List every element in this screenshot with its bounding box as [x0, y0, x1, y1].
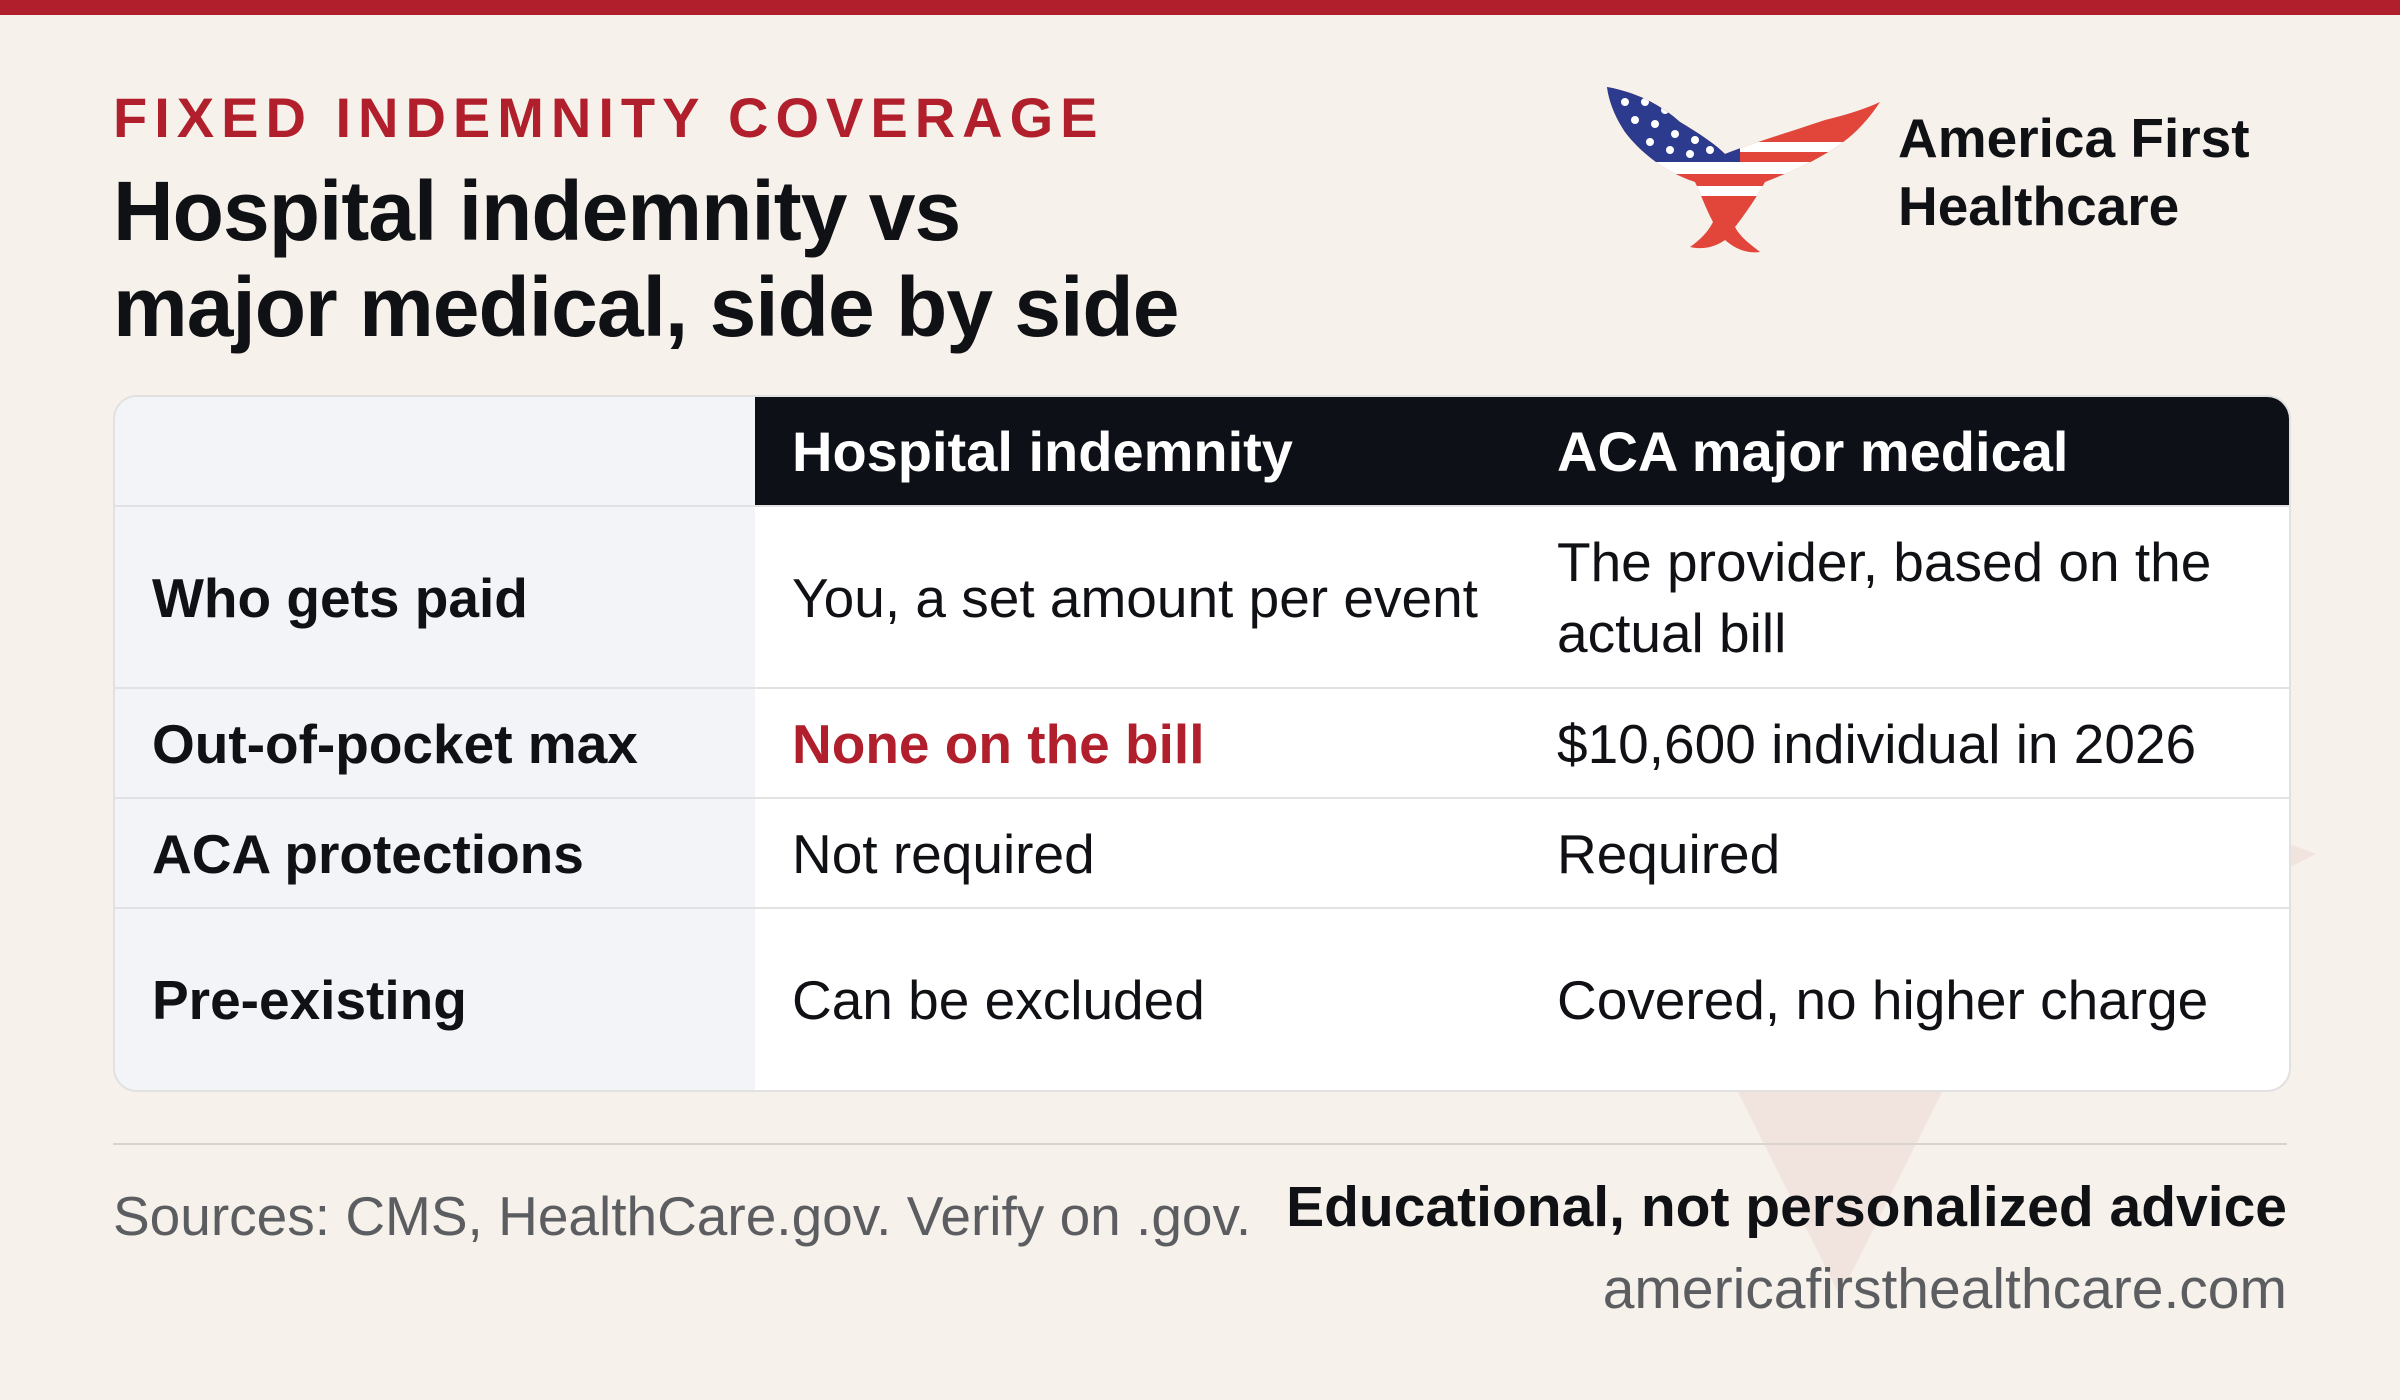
table-row: ACA protections Not required Required	[115, 797, 2289, 909]
brand-name-line-2: Healthcare	[1898, 175, 2180, 237]
aca-value: Required	[1557, 822, 1781, 885]
section-kicker: FIXED INDEMNITY COVERAGE	[113, 86, 1105, 149]
top-accent-bar	[0, 0, 2400, 15]
indemnity-cell: You, a set amount per event	[755, 507, 1520, 689]
aca-value: Covered, no higher charge	[1557, 969, 2209, 1031]
footer-divider	[113, 1143, 2287, 1145]
row-label-cell: ACA protections	[115, 799, 755, 909]
table-row: Pre-existing Can be excluded Covered, no…	[115, 907, 2289, 1090]
aca-value: $10,600 individual in 2026	[1557, 712, 2197, 775]
comparison-table: Hospital indemnity ACA major medical Who…	[113, 395, 2291, 1092]
eagle-flag-icon	[1607, 87, 1880, 253]
row-label-cell: Out-of-pocket max	[115, 689, 755, 799]
indemnity-value: You, a set amount per event	[792, 566, 1478, 629]
title-line-1: Hospital indemnity vs	[113, 164, 961, 258]
indemnity-cell: Can be excluded	[755, 909, 1520, 1090]
header-cell-empty	[115, 397, 755, 505]
header-cell-indemnity: Hospital indemnity	[755, 397, 1520, 505]
aca-cell: Covered, no higher charge	[1520, 909, 2289, 1090]
row-label: ACA protections	[152, 822, 584, 885]
aca-cell: The provider, based on the actual bill	[1520, 507, 2289, 689]
header-label-aca: ACA major medical	[1557, 419, 2069, 483]
header-cell-aca: ACA major medical	[1520, 397, 2289, 505]
website-link[interactable]: americafirsthealthcare.com	[1602, 1257, 2287, 1321]
brand-name-line-1: America First	[1898, 107, 2250, 169]
row-label-cell: Who gets paid	[115, 507, 755, 689]
header-label-indemnity: Hospital indemnity	[792, 419, 1293, 483]
indemnity-value-highlight: None on the bill	[792, 712, 1205, 775]
indemnity-cell: Not required	[755, 799, 1520, 909]
row-label: Pre-existing	[152, 969, 467, 1031]
table-header-row: Hospital indemnity ACA major medical	[115, 397, 2289, 505]
indemnity-value: Can be excluded	[792, 969, 1205, 1031]
row-label: Out-of-pocket max	[152, 712, 638, 775]
row-label: Who gets paid	[152, 566, 528, 629]
table-row: Out-of-pocket max None on the bill $10,6…	[115, 687, 2289, 799]
brand-name: America First Healthcare	[1898, 104, 2250, 240]
table-row: Who gets paid You, a set amount per even…	[115, 505, 2289, 689]
title-line-2: major medical, side by side	[113, 260, 1179, 354]
aca-cell: $10,600 individual in 2026	[1520, 689, 2289, 799]
disclaimer-text: Educational, not personalized advice	[1286, 1175, 2287, 1239]
page-title: Hospital indemnity vs major medical, sid…	[113, 163, 1413, 355]
aca-cell: Required	[1520, 799, 2289, 909]
indemnity-value: Not required	[792, 822, 1095, 885]
aca-value: The provider, based on the actual bill	[1557, 531, 2212, 664]
sources-note: Sources: CMS, HealthCare.gov. Verify on …	[113, 1185, 1252, 1247]
row-label-cell: Pre-existing	[115, 909, 755, 1090]
indemnity-cell: None on the bill	[755, 689, 1520, 799]
